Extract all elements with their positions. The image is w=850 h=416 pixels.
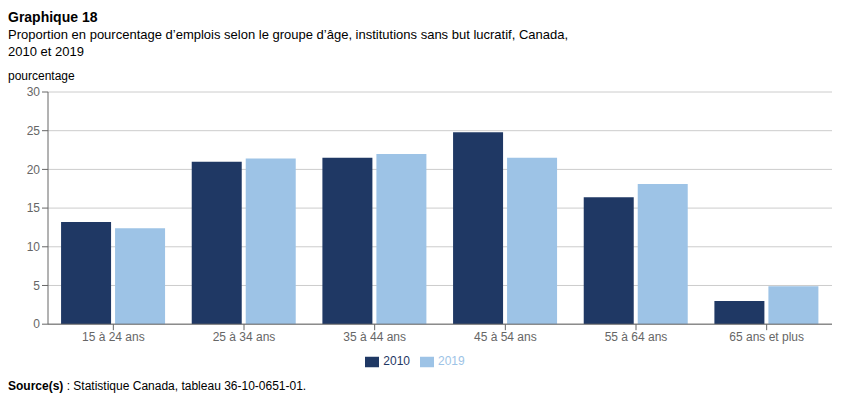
- svg-text:5: 5: [33, 279, 40, 293]
- html-text:2010: 2010: [383, 354, 410, 369]
- svg-text:45 à 54 ans: 45 à 54 ans: [474, 330, 537, 344]
- svg-text:65 ans et plus: 65 ans et plus: [729, 330, 804, 344]
- html-text:2019: 2019: [438, 354, 465, 369]
- svg-text:15: 15: [27, 201, 41, 215]
- svg-text:55 à 64 ans: 55 à 64 ans: [605, 330, 668, 344]
- svg-text:25 à 34 ans: 25 à 34 ans: [213, 330, 276, 344]
- svg-text:10: 10: [27, 240, 41, 254]
- svg-text:25: 25: [27, 124, 41, 138]
- svg-text:0: 0: [33, 317, 40, 331]
- html-text:Source(s): Statistique Canada,: Source(s): Statistique Canada, tableau 3…: [8, 379, 307, 393]
- svg-text:20: 20: [27, 163, 41, 177]
- html-text:Graphique 18: Graphique 18: [8, 9, 98, 25]
- html-text:pourcentage: pourcentage: [8, 69, 75, 83]
- svg-text:15 à 24 ans: 15 à 24 ans: [82, 330, 145, 344]
- svg-text:35 à 44 ans: 35 à 44 ans: [343, 330, 406, 344]
- html-text:Proportion en pourcentage d’em: Proportion en pourcentage d’emplois selo…: [8, 27, 569, 42]
- svg-text:30: 30: [27, 85, 41, 99]
- html-text:2010 et 2019: 2010 et 2019: [8, 44, 84, 59]
